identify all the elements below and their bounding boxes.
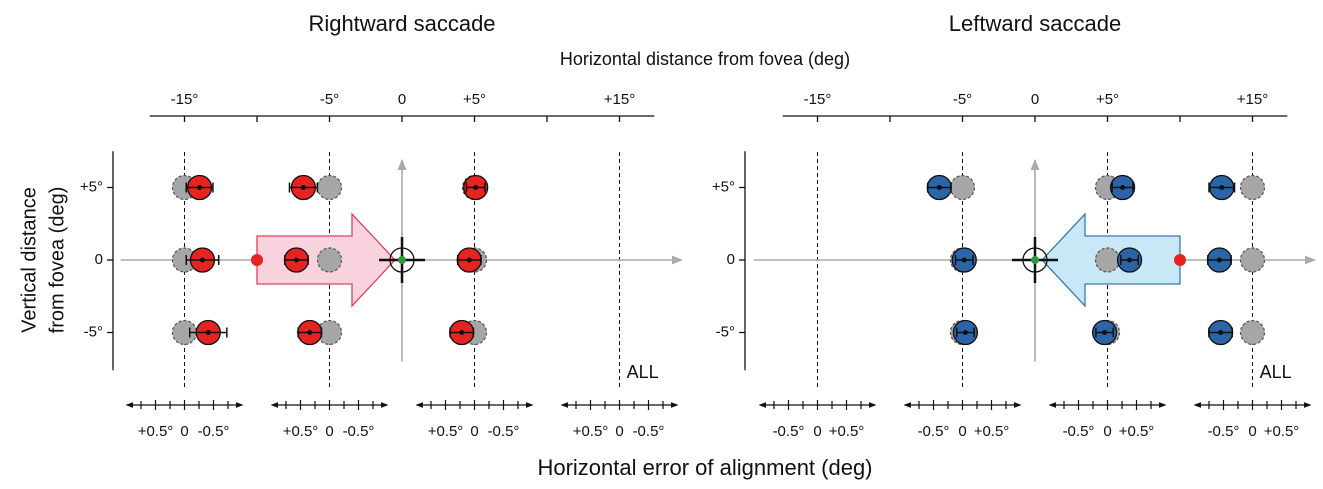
error-axis: +0.5° 0 -0.5° [415, 400, 534, 440]
mean-dot [1102, 330, 1108, 335]
error-tick-label: -0.5° [918, 423, 950, 440]
error-axis: -0.5° 0 +0.5° [1048, 400, 1167, 440]
error-tick-label: -0.5° [1208, 423, 1240, 440]
error-axis: -0.5° 0 +0.5° [758, 400, 877, 440]
annotation: ALL [627, 362, 659, 382]
target [316, 174, 343, 201]
mean-dot [936, 185, 942, 190]
y-axis-label: from fovea (deg) [46, 187, 68, 334]
mean-dot [1218, 330, 1224, 335]
x-tick-label: +5° [463, 91, 486, 108]
x-tick-label: -15° [804, 91, 832, 108]
mean-dot [1127, 257, 1133, 263]
target [1094, 247, 1121, 273]
error-axis: -0.5° 0 +0.5° [903, 400, 1022, 440]
mean-dot [962, 330, 968, 335]
error-tick-label: +0.5° [829, 423, 865, 440]
target [949, 174, 976, 201]
mean-dot [466, 257, 472, 263]
error-axis: +0.5° 0 -0.5° [270, 400, 389, 440]
error-tick-label: +0.5° [1119, 423, 1155, 440]
annotation: ALL [1260, 362, 1292, 382]
error-tick-label: 0 [470, 423, 478, 440]
fixation-dot [1031, 256, 1039, 264]
target [1239, 319, 1266, 346]
target [1239, 174, 1266, 201]
error-tick-label: 0 [615, 423, 623, 440]
saccade-start [1174, 254, 1186, 266]
x-tick-label: -5° [953, 91, 972, 108]
mean-dot [199, 257, 205, 263]
y-axis-label: Vertical distance [18, 187, 40, 333]
target [316, 247, 343, 273]
error-tick-label: -0.5° [633, 423, 665, 440]
panel-title: Rightward saccade [308, 11, 495, 36]
y-tick-label: -5° [716, 323, 735, 340]
error-tick-label: 0 [180, 423, 188, 440]
x-tick-label: +15° [1237, 91, 1268, 108]
error-axis: +0.5° 0 -0.5° [560, 400, 679, 440]
x-tick-label: -15° [171, 91, 199, 108]
error-axis: +0.5° 0 -0.5° [125, 400, 244, 440]
mean-dot [459, 330, 465, 335]
error-tick-label: 0 [325, 423, 333, 440]
mean-dot [205, 330, 211, 335]
x-tick-label: 0 [1031, 91, 1039, 108]
mean-dot [293, 257, 299, 263]
mean-dot [197, 185, 203, 190]
error-tick-label: 0 [813, 423, 821, 440]
error-tick-label: +0.5° [573, 423, 609, 440]
mean-dot [1216, 257, 1222, 263]
error-tick-label: +0.5° [428, 423, 464, 440]
mean-dot [307, 330, 313, 335]
x-tick-label: +5° [1096, 91, 1119, 108]
error-tick-label: 0 [1103, 423, 1111, 440]
error-tick-label: +0.5° [138, 423, 174, 440]
error-tick-label: -0.5° [343, 423, 375, 440]
mean-dot [961, 257, 967, 263]
x-tick-label: +15° [604, 91, 635, 108]
error-tick-label: +0.5° [974, 423, 1010, 440]
error-tick-label: -0.5° [773, 423, 805, 440]
error-axis: -0.5° 0 +0.5° [1193, 400, 1312, 440]
mean-dot [473, 185, 479, 190]
y-tick-label: +5° [80, 178, 103, 195]
panel-title: Leftward saccade [949, 11, 1121, 36]
y-tick-label: 0 [727, 251, 735, 268]
error-tick-label: -0.5° [488, 423, 520, 440]
error-tick-label: -0.5° [198, 423, 230, 440]
mean-dot [1120, 185, 1126, 190]
saccade-start [251, 254, 263, 266]
error-tick-label: +0.5° [1264, 423, 1300, 440]
error-tick-label: 0 [1248, 423, 1256, 440]
target [1239, 247, 1266, 273]
fixation-dot [398, 256, 406, 264]
error-tick-label: +0.5° [283, 423, 319, 440]
error-tick-label: 0 [958, 423, 966, 440]
error-axis-label: Horizontal error of alignment (deg) [537, 455, 872, 480]
y-tick-label: +5° [712, 178, 735, 195]
mean-dot [300, 185, 306, 190]
mean-dot [1219, 185, 1225, 190]
y-tick-label: 0 [95, 251, 103, 268]
x-tick-label: -5° [320, 91, 339, 108]
x-axis-label: Horizontal distance from fovea (deg) [560, 49, 850, 69]
error-tick-label: -0.5° [1063, 423, 1095, 440]
y-tick-label: -5° [84, 323, 103, 340]
x-tick-label: 0 [398, 91, 406, 108]
